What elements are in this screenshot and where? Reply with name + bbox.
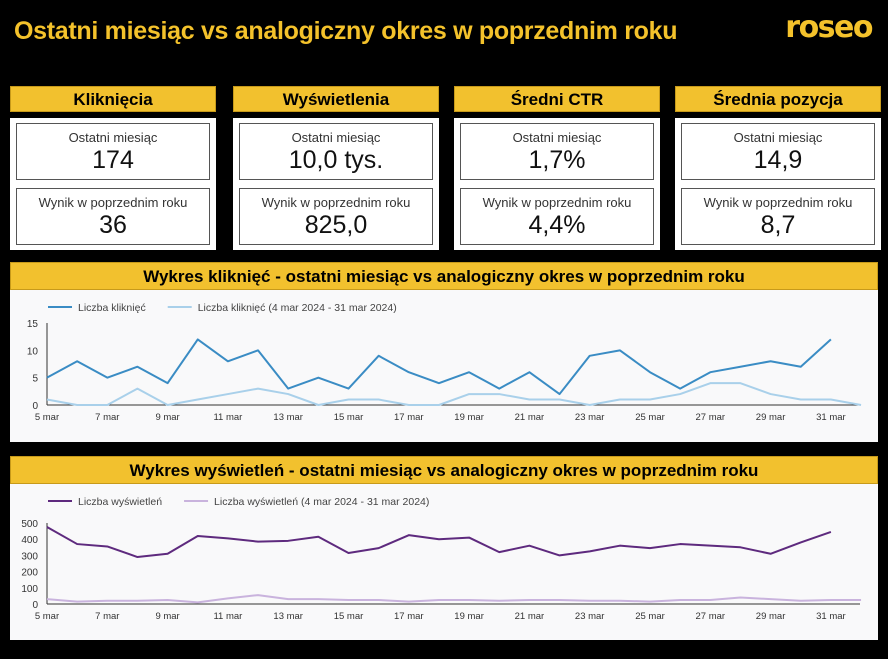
kpi-value: 174 [92, 146, 134, 174]
x-tick-label: 23 mar [575, 611, 605, 622]
kpi-card-impressions: Wyświetlenia Ostatni miesiąc 10,0 tys. Wy… [233, 86, 439, 250]
kpi-value: 14,9 [753, 146, 803, 174]
x-tick-label: 25 mar [635, 412, 665, 423]
kpi-value: 10,0 tys. [288, 146, 384, 174]
series-line [46, 594, 862, 604]
kpi-value: 36 [99, 211, 127, 239]
kpi-title: Kliknięcia [10, 86, 216, 112]
kpi-title: Średnia pozycja [675, 86, 881, 112]
chart-title: Wykres kliknięć - ostatni miesiąc vs ana… [10, 262, 878, 290]
page-title: Ostatni miesiąc vs analogiczny okres w p… [14, 17, 678, 45]
kpi-label: Ostatni miesiąc [733, 130, 823, 145]
x-tick-label: 21 mar [515, 611, 545, 622]
impressions-line-chart: Liczba wyświetleń Liczba wyświetleń (4 ma… [21, 496, 862, 622]
x-tick-label: 5 mar [35, 412, 59, 423]
x-tick-label: 27 mar [696, 611, 726, 622]
y-tick-label: 200 [21, 568, 38, 579]
kpi-card-position: Średnia pozycja Ostatni miesiąc 14,9 Wyni… [675, 86, 881, 250]
x-tick-label: 13 mar [273, 611, 303, 622]
y-tick-label: 15 [27, 319, 39, 330]
x-tick-label: 31 mar [816, 611, 846, 622]
x-tick-label: 7 mar [95, 611, 119, 622]
legend-label: Liczba kliknięć (4 mar 2024 - 31 mar 202… [198, 302, 397, 314]
legend-label: Liczba wyświetleń (4 mar 2024 - 31 mar 2… [214, 496, 429, 508]
x-tick-label: 21 mar [515, 412, 545, 423]
series-line [46, 526, 832, 559]
x-tick-label: 19 mar [454, 412, 484, 423]
x-tick-label: 11 mar [213, 611, 242, 622]
x-tick-label: 5 mar [35, 611, 59, 622]
x-tick-label: 13 mar [273, 412, 303, 423]
y-tick-label: 500 [21, 519, 38, 530]
y-tick-label: 0 [32, 401, 38, 412]
kpi-value: 825,0 [304, 211, 368, 239]
x-tick-label: 29 mar [756, 412, 786, 423]
x-tick-label: 25 mar [635, 611, 665, 622]
y-tick-label: 400 [21, 535, 38, 546]
y-tick-label: 100 [21, 584, 38, 595]
roseo-logo: roseo [785, 10, 873, 45]
x-tick-label: 9 mar [155, 412, 179, 423]
impressions-chart-panel: Wykres wyświetleń - ostatni miesiąc vs a… [10, 456, 878, 640]
y-tick-label: 0 [32, 600, 38, 611]
kpi-title: Wyświetlenia [233, 86, 439, 112]
kpi-label: Ostatni miesiąc [291, 130, 381, 145]
x-tick-label: 23 mar [575, 412, 605, 423]
x-tick-label: 17 mar [394, 611, 424, 622]
y-tick-label: 300 [21, 551, 38, 562]
chart-title: Wykres wyświetleń - ostatni miesiąc vs a… [10, 456, 878, 484]
kpi-label: Wynik w poprzednim roku [38, 195, 188, 210]
legend-label: Liczba wyświetleń [78, 496, 162, 508]
x-tick-label: 15 mar [334, 611, 364, 622]
kpi-label: Wynik w poprzednim roku [703, 195, 853, 210]
kpi-value: 1,7% [528, 146, 586, 174]
kpi-title: Średni CTR [454, 86, 660, 112]
kpi-value: 4,4% [528, 211, 586, 239]
kpi-value: 8,7 [760, 211, 796, 239]
kpi-card-ctr: Średni CTR Ostatni miesiąc 1,7% Wynik w p… [454, 86, 660, 250]
x-tick-label: 31 mar [816, 412, 846, 423]
legend-label: Liczba kliknięć [78, 302, 146, 314]
x-tick-label: 27 mar [696, 412, 726, 423]
kpi-card-clicks: Kliknięcia Ostatni miesiąc 174 Wynik w po… [10, 86, 216, 250]
kpi-label: Ostatni miesiąc [512, 130, 602, 145]
x-tick-label: 29 mar [756, 611, 786, 622]
y-tick-label: 5 [32, 374, 38, 385]
x-tick-label: 17 mar [394, 412, 424, 423]
series-line [46, 382, 862, 406]
clicks-line-chart: Liczba kliknięć Liczba kliknięć (4 mar 20… [27, 302, 862, 423]
series-line [46, 338, 832, 396]
kpi-label: Wynik w poprzednim roku [261, 195, 411, 210]
y-tick-label: 10 [27, 346, 39, 357]
x-tick-label: 7 mar [95, 412, 119, 423]
x-tick-label: 9 mar [155, 611, 179, 622]
clicks-chart-panel: Wykres kliknięć - ostatni miesiąc vs ana… [10, 262, 878, 442]
kpi-label: Ostatni miesiąc [68, 130, 158, 145]
x-tick-label: 19 mar [454, 611, 484, 622]
x-tick-label: 11 mar [213, 412, 242, 423]
kpi-label: Wynik w poprzednim roku [482, 195, 632, 210]
x-tick-label: 15 mar [334, 412, 364, 423]
